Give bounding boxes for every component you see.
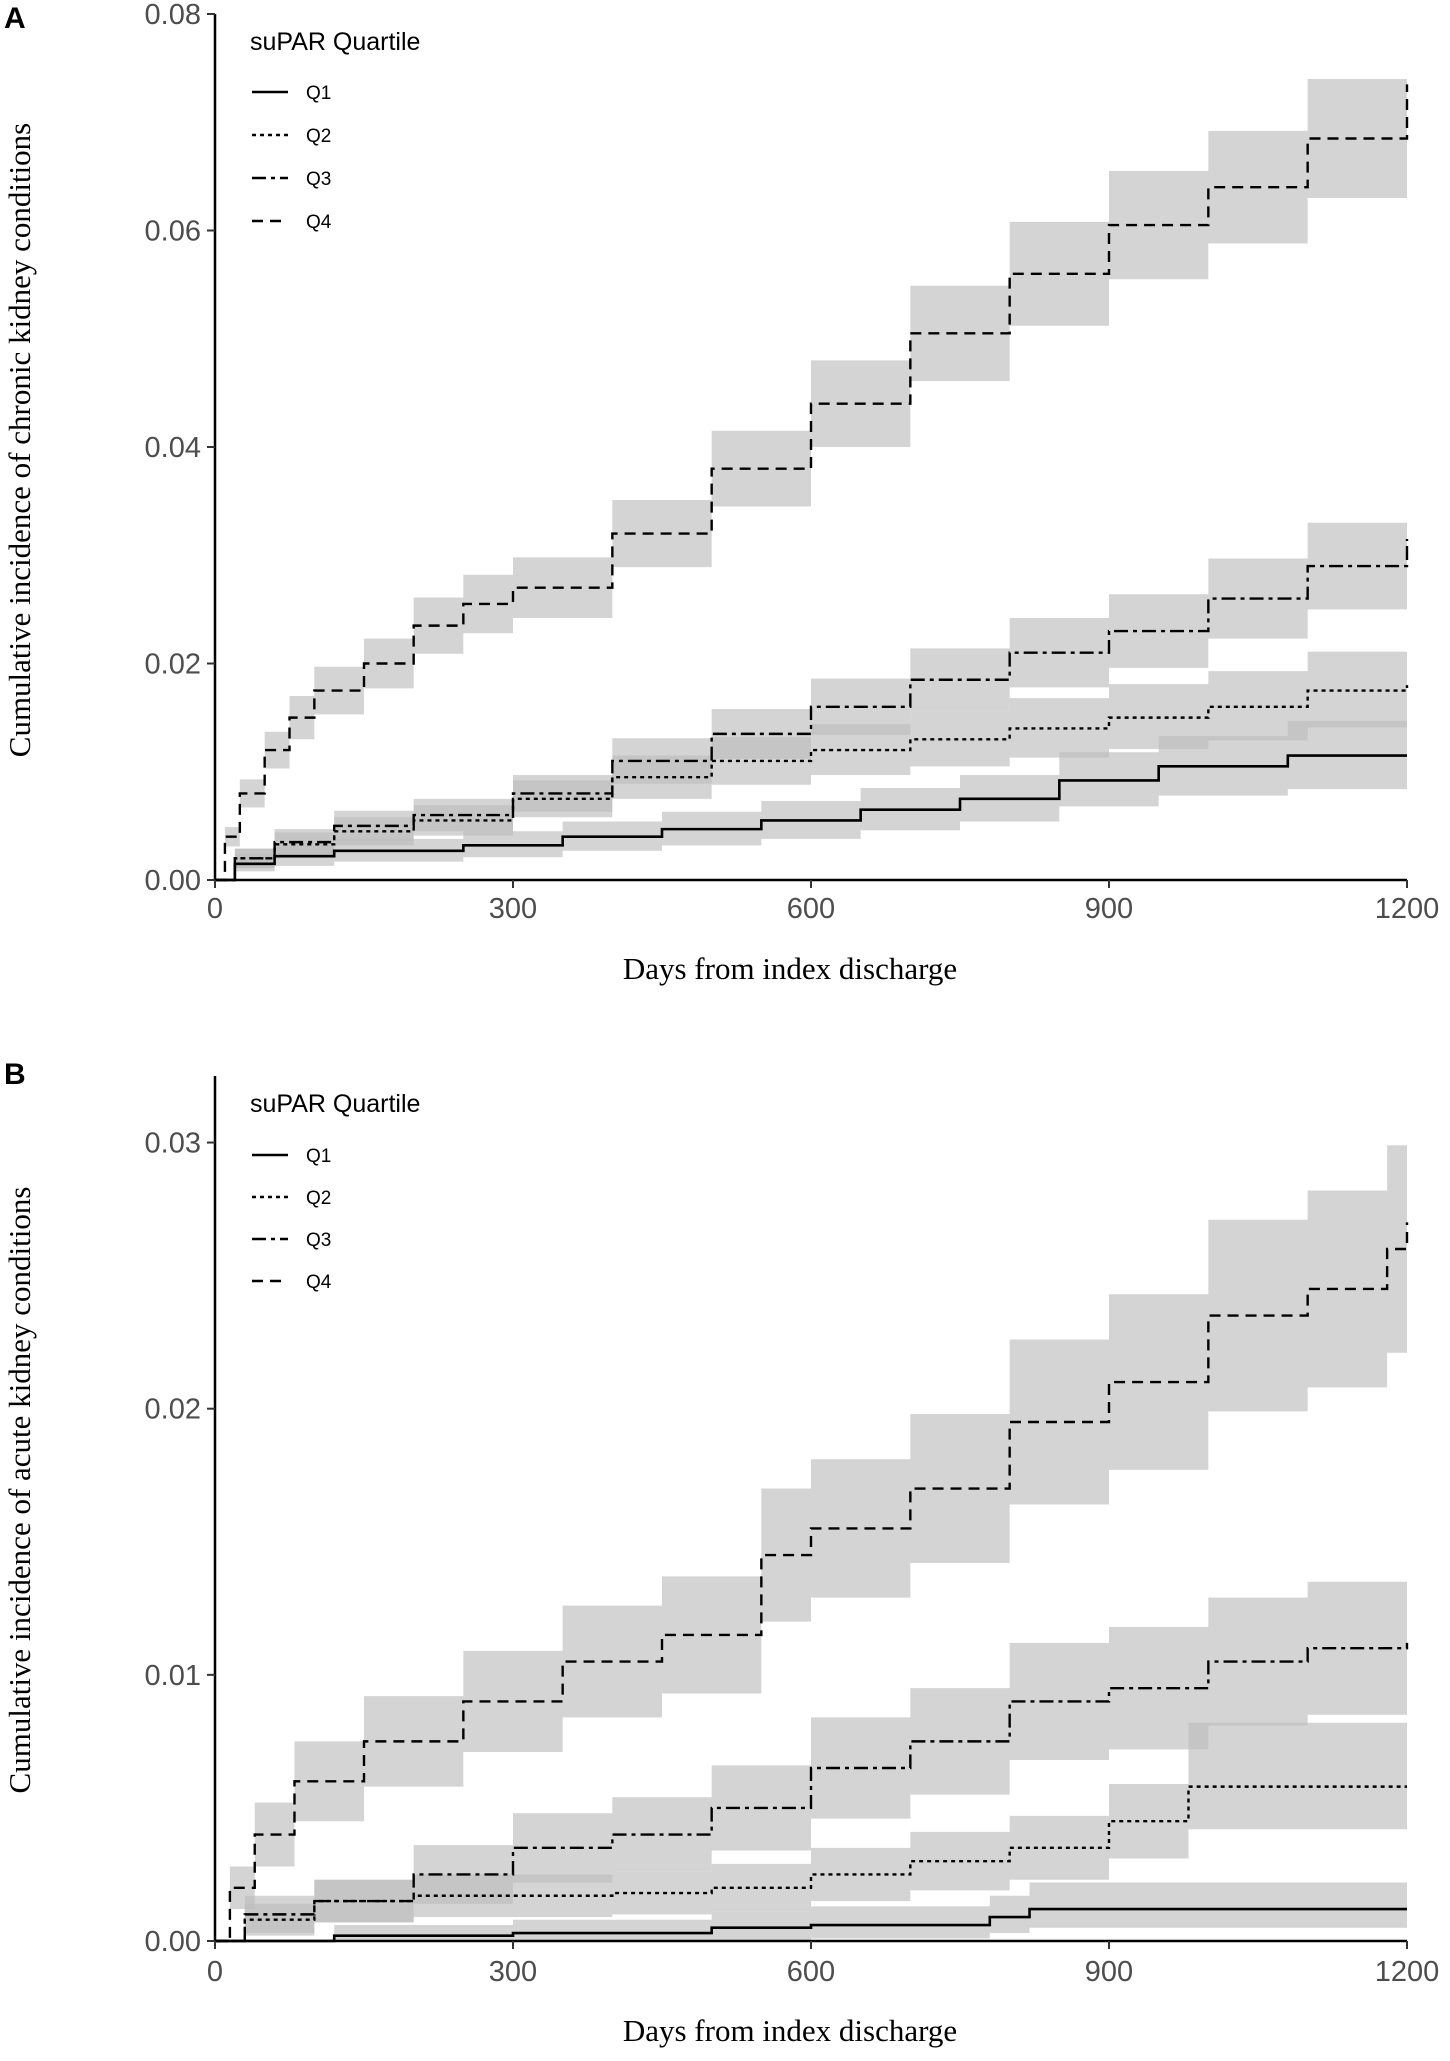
panel-label-b: B xyxy=(4,1058,26,1091)
legend-label-q4: Q4 xyxy=(306,212,332,233)
panel-label-a: A xyxy=(4,2,26,35)
legend-b: suPAR Quartile Q1 Q2 Q3 Q4 xyxy=(250,1090,420,1293)
ci-band-q3 xyxy=(215,1544,1407,1941)
series-lines-b xyxy=(215,1222,1409,1943)
x-tick-label: 0 xyxy=(207,1956,223,1988)
legend-label-q3: Q3 xyxy=(306,169,331,190)
x-tick-label: 900 xyxy=(1085,1956,1133,1988)
legend-title: suPAR Quartile xyxy=(250,1090,420,1118)
legend-a: suPAR Quartile Q1 Q2 Q3 Q4 xyxy=(250,28,420,233)
legend-label-q2: Q2 xyxy=(306,126,331,147)
x-tick-label: 300 xyxy=(489,893,537,925)
series-line-q3 xyxy=(215,1642,1409,1943)
legend-label-q4: Q4 xyxy=(306,1272,332,1293)
x-tick-label: 1200 xyxy=(1375,893,1440,925)
y-tick-label: 0.03 xyxy=(145,1128,201,1160)
legend-label-q1: Q1 xyxy=(306,1146,331,1167)
y-tick-label: 0.06 xyxy=(145,216,201,248)
y-tick-label: 0.08 xyxy=(145,0,201,31)
ci-band-q4 xyxy=(215,1076,1407,1941)
series-line-q4 xyxy=(215,1222,1409,1943)
x-tick-label: 0 xyxy=(207,893,223,925)
series-line-q2 xyxy=(215,1785,1407,1943)
x-tick-label: 300 xyxy=(489,1956,537,1988)
legend-label-q1: Q1 xyxy=(306,83,331,104)
y-tick-label: 0.00 xyxy=(145,1926,201,1958)
series-lines-a xyxy=(215,84,1409,882)
axes-a: 0 300 600 900 1200 0.00 0.02 0.04 0.06 0.08 xyxy=(145,0,1440,925)
series-line-q1 xyxy=(215,754,1407,882)
x-tick-label: 900 xyxy=(1085,893,1133,925)
panel-a: A 0 300 600 900 1200 0.00 0.02 0.04 0.06 0.08 suP… xyxy=(2,0,1439,986)
series-line-q4 xyxy=(215,84,1409,882)
y-tick-label: 0.04 xyxy=(145,432,201,464)
panel-b: B 0 300 600 900 1200 0.00 0.01 0.02 0.03 suPAR Q… xyxy=(2,1058,1439,2048)
x-axis-title-b: Days from index discharge xyxy=(623,2013,957,2048)
series-line-q3 xyxy=(215,539,1409,882)
y-axis-title-b: Cumulative incidence of acute kidney con… xyxy=(2,1187,37,1794)
y-tick-label: 0.01 xyxy=(145,1660,201,1692)
ci-band-q3 xyxy=(215,474,1407,880)
y-tick-label: 0.02 xyxy=(145,1394,201,1426)
ci-band-q1 xyxy=(215,1882,1407,1941)
x-tick-label: 600 xyxy=(787,1956,835,1988)
x-tick-label: 600 xyxy=(787,893,835,925)
x-axis-title-a: Days from index discharge xyxy=(623,951,957,986)
ci-band-q1 xyxy=(215,720,1407,880)
legend-title: suPAR Quartile xyxy=(250,28,420,56)
y-axis-title-a: Cumulative incidence of chronic kidney c… xyxy=(2,123,37,757)
legend-label-q2: Q2 xyxy=(306,1188,331,1209)
legend-label-q3: Q3 xyxy=(306,1230,331,1251)
y-tick-label: 0.00 xyxy=(145,865,201,897)
y-tick-label: 0.02 xyxy=(145,649,201,681)
confidence-bands-b xyxy=(215,1076,1407,1941)
x-tick-label: 1200 xyxy=(1375,1956,1440,1988)
series-line-q1 xyxy=(215,1907,1407,1943)
axes-b: 0 300 600 900 1200 0.00 0.01 0.02 0.03 xyxy=(145,1076,1440,1988)
